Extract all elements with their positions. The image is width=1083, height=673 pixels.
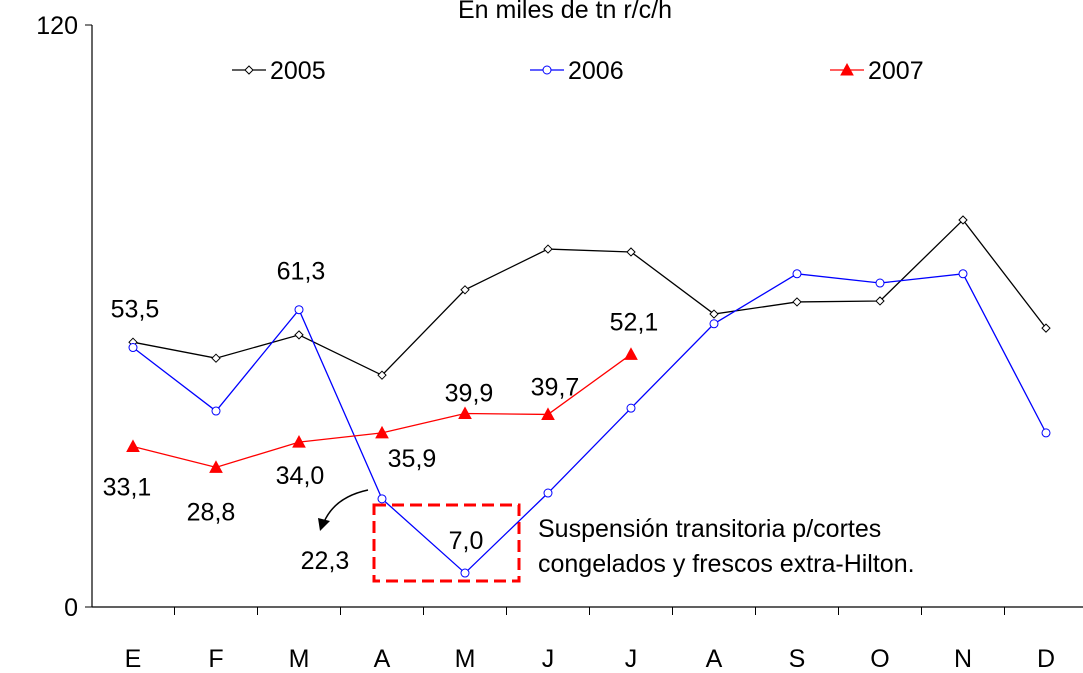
x-tick-label: J — [542, 645, 555, 673]
point — [1041, 323, 1051, 333]
x-tick-label: O — [870, 645, 889, 673]
point — [709, 319, 719, 329]
point — [875, 278, 885, 288]
data-label: 33,1 — [103, 473, 152, 501]
point — [375, 425, 389, 439]
data-label: 39,9 — [445, 379, 494, 407]
point — [211, 353, 221, 363]
data-label: 22,3 — [301, 547, 350, 575]
x-tick-label: A — [706, 645, 723, 673]
legend-label: 2007 — [868, 57, 924, 85]
legend-label: 2006 — [568, 57, 624, 85]
x-tick-label: N — [954, 645, 972, 673]
legend-marker — [542, 65, 552, 75]
annotation-arrow — [323, 489, 369, 523]
data-label: 28,8 — [187, 498, 236, 526]
point — [458, 406, 472, 419]
arrow-head — [318, 518, 330, 531]
data-label: 61,3 — [277, 258, 326, 286]
legend-marker — [244, 65, 254, 75]
x-tick-label: M — [289, 645, 310, 673]
legend-label: 2005 — [270, 57, 326, 85]
point — [377, 494, 387, 504]
x-tick-label: S — [789, 645, 806, 673]
series-line — [132, 218, 1047, 376]
x-tick-label: J — [625, 645, 638, 673]
x-tick-label: A — [374, 645, 391, 673]
point — [875, 296, 885, 306]
y-tick-label: 0 — [64, 594, 78, 622]
data-label: 39,7 — [531, 373, 580, 401]
point — [294, 330, 304, 340]
data-label: 52,1 — [610, 308, 659, 336]
data-label: 34,0 — [276, 462, 325, 490]
x-tick-label: M — [455, 645, 476, 673]
annotation-box — [372, 503, 521, 583]
point — [292, 435, 306, 448]
point — [543, 244, 553, 254]
series-line — [132, 273, 1047, 574]
x-tick-label: D — [1037, 645, 1055, 673]
point — [1041, 428, 1051, 438]
point — [624, 347, 638, 360]
point — [460, 568, 470, 578]
point — [792, 297, 802, 307]
legend-marker — [840, 62, 854, 76]
point — [126, 439, 140, 452]
x-tick-label: F — [208, 645, 223, 673]
point — [792, 269, 802, 279]
point — [958, 269, 968, 279]
point — [128, 343, 138, 353]
data-label: 53,5 — [111, 296, 160, 324]
annotation: congelados y frescos extra-Hilton. — [538, 550, 915, 578]
point — [958, 215, 968, 225]
point — [626, 247, 636, 257]
point — [626, 403, 636, 413]
x-tick-label: E — [125, 645, 142, 673]
point — [209, 460, 223, 473]
y-tick-label: 120 — [36, 12, 78, 40]
point — [541, 407, 555, 420]
point — [543, 488, 553, 498]
chart-title: En miles de tn r/c/h — [458, 0, 672, 24]
point — [377, 370, 387, 380]
annotation: Suspensión transitoria p/cortes — [538, 515, 881, 543]
point — [211, 406, 221, 416]
point — [460, 285, 470, 295]
data-label: 7,0 — [449, 527, 484, 555]
data-label: 35,9 — [388, 445, 437, 473]
point — [709, 309, 719, 319]
point — [294, 305, 304, 315]
